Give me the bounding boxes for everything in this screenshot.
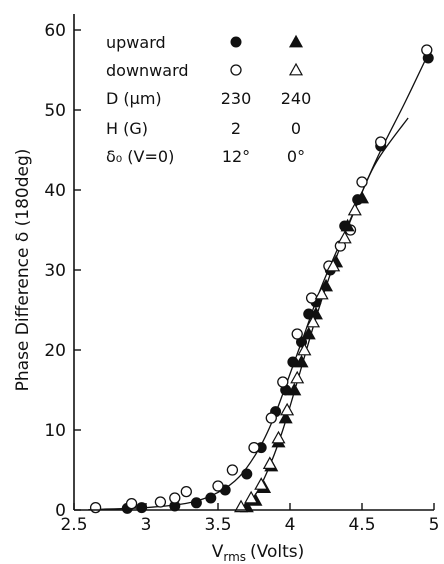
- data-point-open-circle: [421, 44, 433, 56]
- x-tick-label: 3.5: [204, 515, 231, 535]
- data-point-open-triangle: [271, 430, 286, 444]
- data-point-open-triangle: [262, 456, 277, 469]
- data-point-open-triangle: [244, 490, 259, 504]
- data-point-open-triangle: [326, 258, 341, 272]
- legend-marker-open-circle: [230, 64, 242, 76]
- legend-label: downward: [106, 61, 189, 80]
- data-point-filled-triangle: [278, 410, 293, 424]
- data-point-open-circle: [375, 136, 387, 148]
- data-point-open-circle: [248, 441, 260, 454]
- data-point-filled-circle: [136, 502, 148, 514]
- data-point-open-circle: [277, 376, 289, 388]
- data-point-open-circle: [305, 292, 318, 304]
- legend-value-col1: 230: [221, 89, 252, 108]
- data-point-open-triangle: [254, 477, 269, 490]
- data-point-filled-circle: [241, 468, 253, 480]
- data-point-open-circle: [212, 480, 224, 492]
- data-point-filled-circle: [190, 497, 202, 509]
- legend-value-col1: 12°: [222, 147, 250, 166]
- data-point-filled-triangle: [340, 218, 355, 232]
- y-tick-label: 30: [44, 261, 66, 281]
- legend-marker-open-triangle: [288, 62, 304, 76]
- legend-value-col2: 0°: [287, 147, 305, 166]
- data-point-open-triangle: [290, 370, 305, 384]
- data-point-open-triangle: [306, 314, 321, 328]
- axes: [73, 14, 434, 511]
- data-point-open-circle: [226, 464, 239, 476]
- y-tick-label: 20: [44, 341, 66, 361]
- y-tick-label: 0: [55, 501, 66, 521]
- data-point-open-triangle: [297, 342, 312, 356]
- data-point-open-circle: [265, 412, 277, 424]
- y-axis-title: Phase Difference δ (180deg): [13, 149, 33, 392]
- legend: upward downward D (μm) 230 240 H (G) 2 0 δ₀ (V=0…: [106, 33, 311, 166]
- legend-label: H (G): [106, 119, 148, 138]
- x-axis-title: Vrms (Volts): [212, 542, 305, 564]
- x-axis-title-unit: (Volts): [250, 542, 304, 562]
- data-point-open-circle: [291, 328, 303, 340]
- y-tick-label: 40: [44, 181, 66, 201]
- data-point-open-triangle: [337, 230, 352, 244]
- data-point-filled-triangle: [301, 326, 316, 340]
- legend-label: δ₀ (V=0): [106, 147, 174, 166]
- legend-value-col2: 240: [281, 89, 312, 108]
- x-axis-title-symbol: V: [212, 542, 224, 562]
- y-tick-label: 60: [44, 21, 66, 41]
- data-point-filled-triangle: [354, 190, 370, 204]
- data-point-open-circle: [169, 492, 181, 504]
- data-point-open-circle: [180, 485, 192, 498]
- data-point-filled-triangle: [318, 278, 334, 292]
- legend-label: D (μm): [106, 89, 162, 108]
- x-tick-label: 5: [429, 515, 440, 535]
- x-tick-label: 2.5: [60, 515, 87, 535]
- x-axis-title-subscript: rms: [223, 550, 246, 564]
- legend-label: upward: [106, 33, 166, 52]
- data-points: [89, 44, 434, 514]
- data-point-open-triangle: [314, 286, 329, 300]
- data-point-filled-circle: [205, 492, 217, 504]
- data-point-filled-triangle: [287, 382, 302, 396]
- data-point-open-circle: [125, 497, 138, 510]
- data-point-filled-triangle: [294, 354, 309, 368]
- legend-value-col2: 0: [291, 119, 301, 138]
- x-tick-label: 4.5: [348, 515, 375, 535]
- data-point-open-triangle: [234, 499, 249, 513]
- x-tick-label: 3: [141, 515, 152, 535]
- y-tick-label: 50: [44, 101, 66, 121]
- x-tick-label: 4: [285, 515, 296, 535]
- legend-marker-filled-circle: [230, 36, 242, 48]
- y-tick-label: 10: [44, 421, 66, 441]
- fit-curve-2: [243, 117, 409, 511]
- legend-value-col1: 2: [231, 119, 241, 138]
- data-point-open-circle: [89, 501, 102, 514]
- legend-marker-filled-triangle: [288, 34, 304, 48]
- data-point-open-circle: [154, 496, 167, 508]
- data-point-open-triangle: [280, 402, 295, 416]
- data-point-open-circle: [356, 176, 368, 188]
- data-point-open-triangle: [347, 202, 362, 216]
